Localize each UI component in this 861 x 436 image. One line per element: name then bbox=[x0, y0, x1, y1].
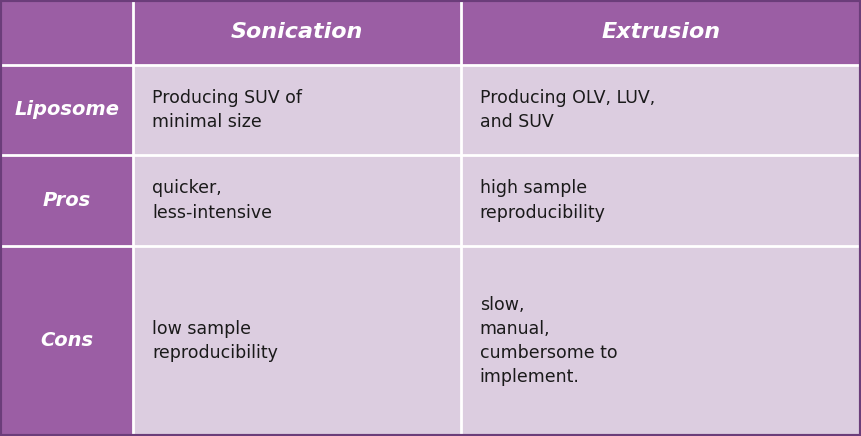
Text: Liposome: Liposome bbox=[15, 100, 119, 119]
Text: Sonication: Sonication bbox=[231, 22, 363, 42]
Text: quicker,
less-intensive: quicker, less-intensive bbox=[152, 179, 272, 222]
Text: Producing OLV, LUV,
and SUV: Producing OLV, LUV, and SUV bbox=[480, 89, 655, 131]
Text: low sample
reproducibility: low sample reproducibility bbox=[152, 320, 278, 362]
Bar bbox=[0, 65, 133, 155]
Bar bbox=[0, 0, 133, 65]
Bar bbox=[461, 246, 861, 436]
Bar bbox=[133, 65, 461, 155]
Bar bbox=[0, 155, 133, 246]
Bar bbox=[461, 155, 861, 246]
Text: high sample
reproducibility: high sample reproducibility bbox=[480, 179, 605, 222]
Bar bbox=[461, 0, 861, 65]
Text: Cons: Cons bbox=[40, 331, 93, 351]
Bar bbox=[0, 246, 133, 436]
Text: slow,
manual,
cumbersome to
implement.: slow, manual, cumbersome to implement. bbox=[480, 296, 617, 386]
Text: Producing SUV of
minimal size: Producing SUV of minimal size bbox=[152, 89, 302, 131]
Bar bbox=[133, 246, 461, 436]
Text: Pros: Pros bbox=[42, 191, 91, 210]
Text: Extrusion: Extrusion bbox=[601, 22, 721, 42]
Bar bbox=[461, 65, 861, 155]
Bar bbox=[133, 0, 461, 65]
Bar bbox=[133, 155, 461, 246]
